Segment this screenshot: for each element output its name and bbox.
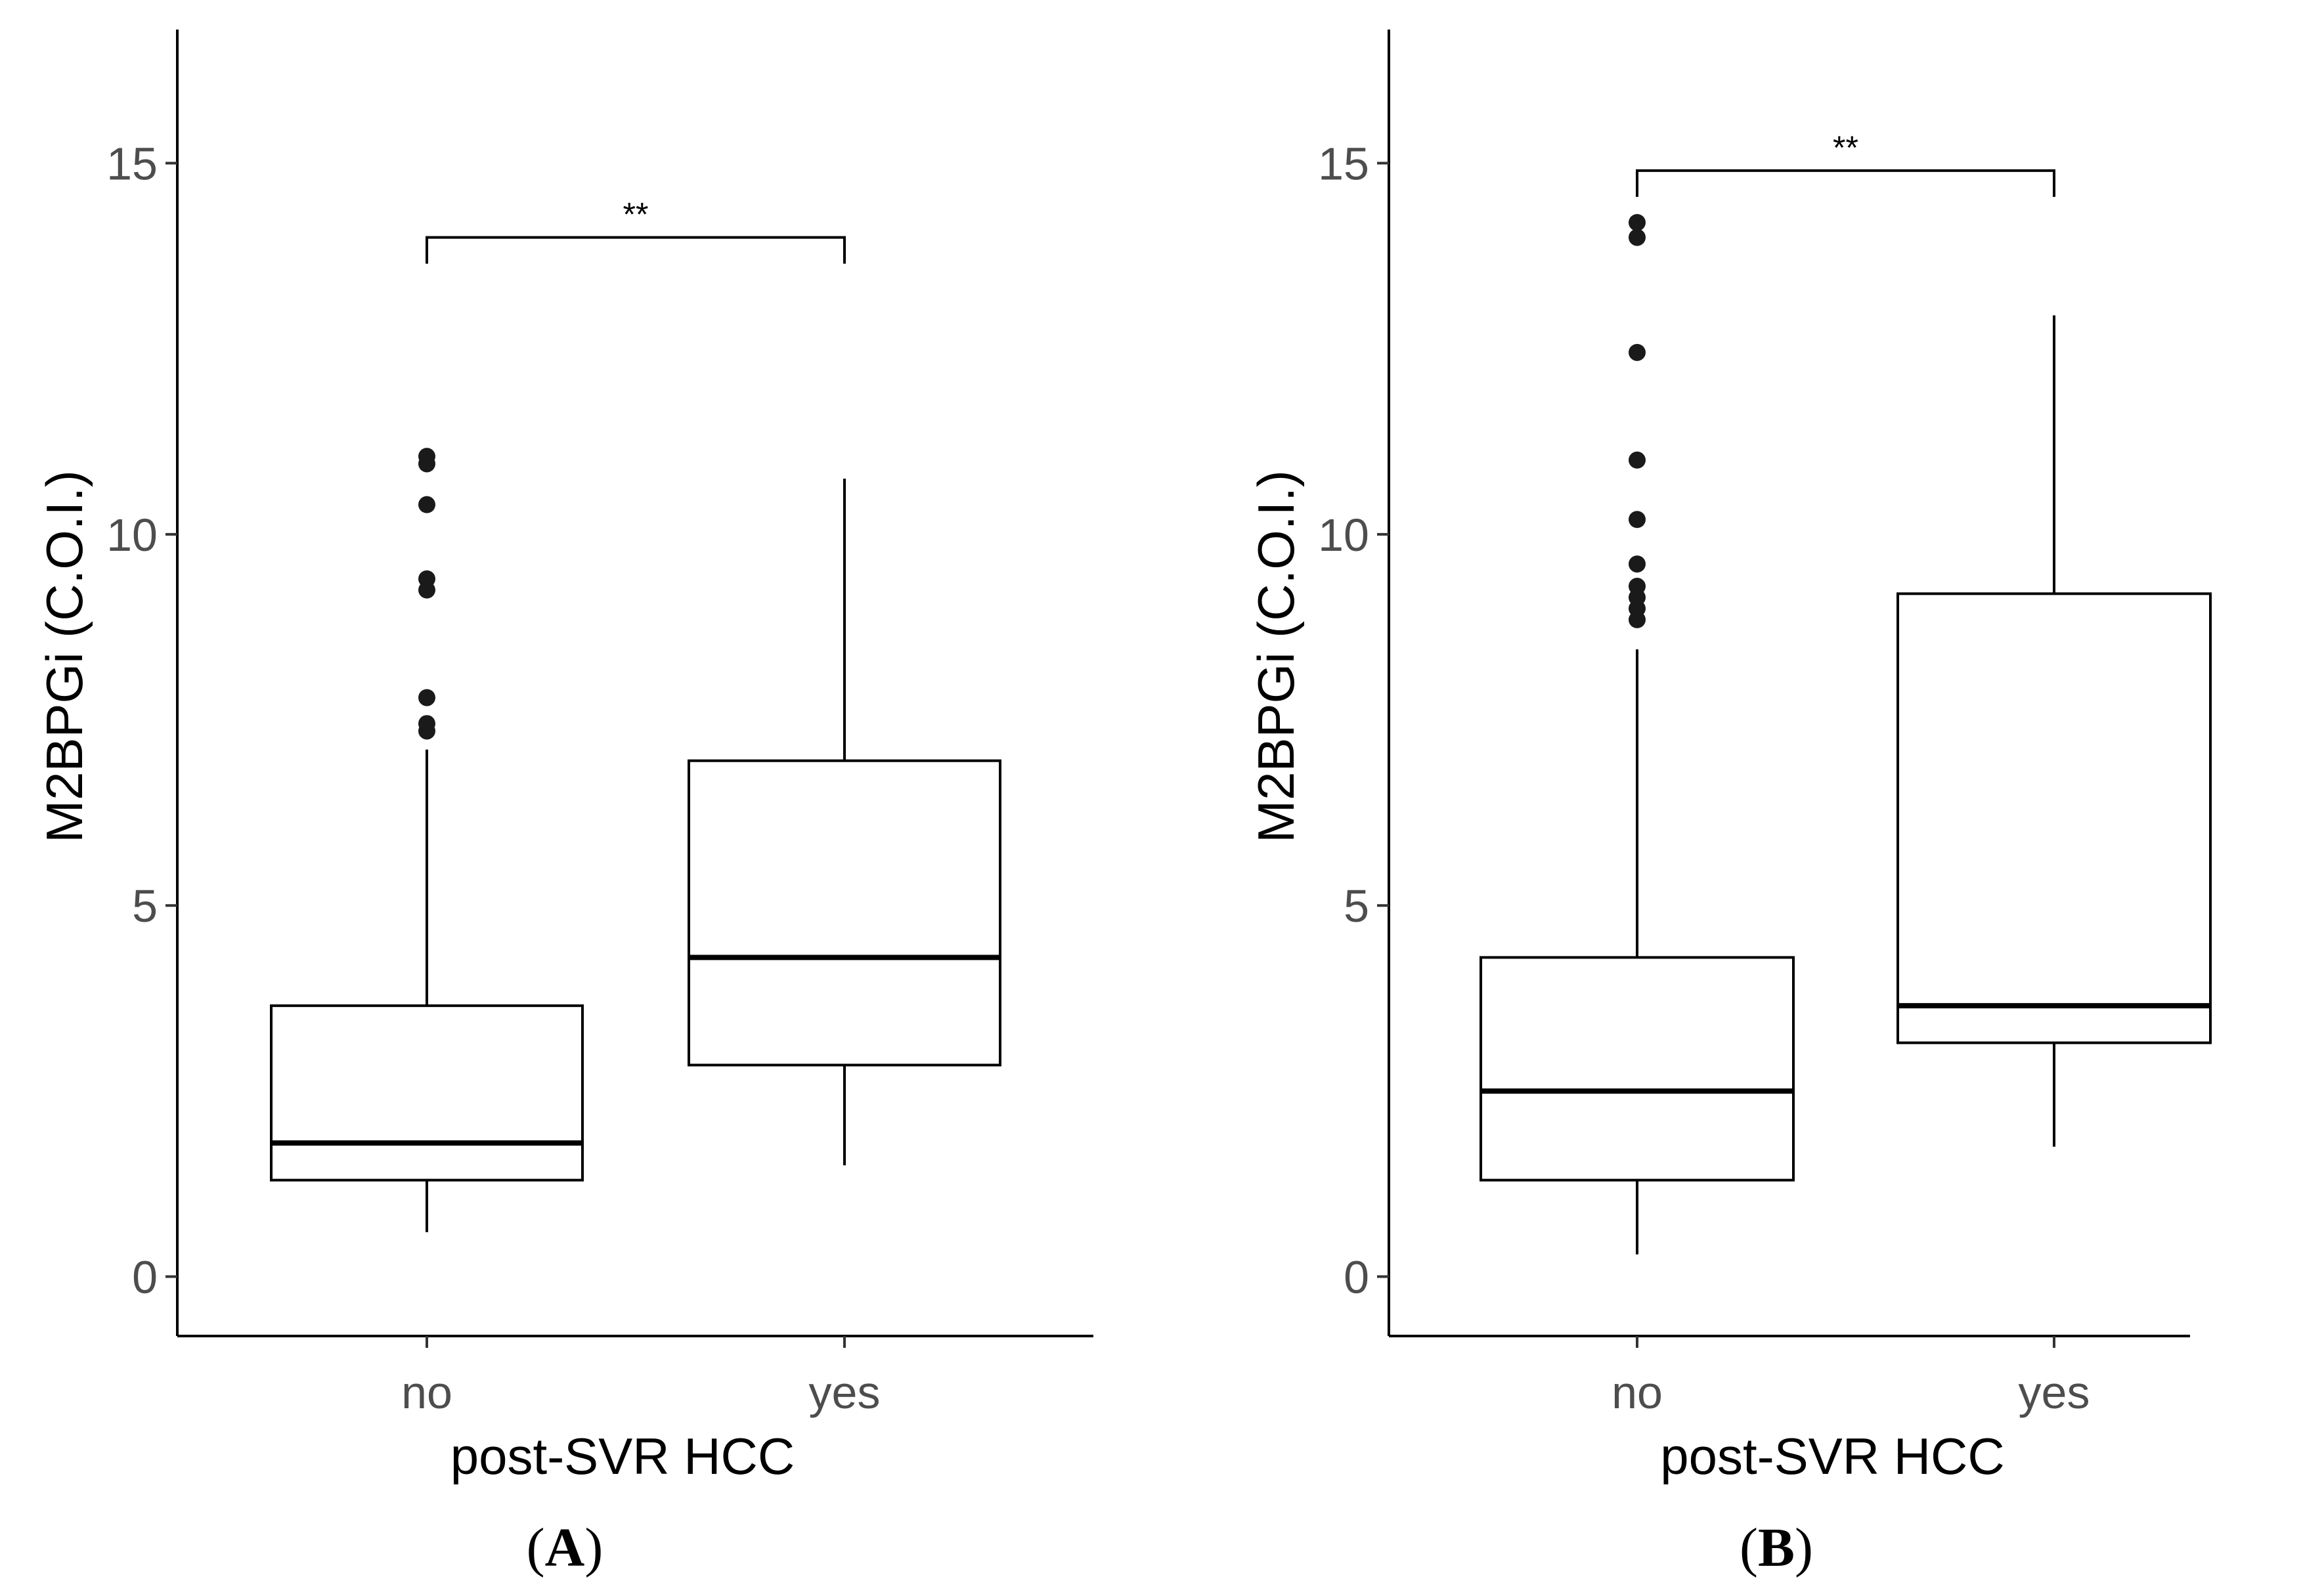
significance-label: ** (623, 196, 649, 233)
outlier-point (1629, 213, 1646, 231)
significance-bracket (1636, 169, 2055, 197)
significance-bracket (426, 236, 846, 264)
y-tick-label: 10 (1318, 509, 1369, 561)
x-tick-label: no (401, 1367, 452, 1418)
y-tick-label: 5 (1344, 880, 1369, 932)
box-yes (1896, 315, 2212, 1147)
x-axis-title: post-SVR HCC (1660, 1427, 2004, 1485)
y-axis-title: M2BPGi (C.O.I.) (1247, 470, 1305, 843)
outlier-point (418, 496, 435, 513)
y-tick-label: 15 (106, 139, 158, 190)
outlier-point (418, 715, 435, 733)
outlier-point (1629, 451, 1646, 469)
x-tick-label: no (1611, 1367, 1663, 1418)
outlier-point (418, 448, 435, 465)
y-tick-label: 0 (132, 1252, 158, 1303)
outlier-point (1629, 343, 1646, 361)
y-tick-label: 10 (106, 509, 158, 561)
panel-caption: (A) (527, 1517, 603, 1578)
x-tick-label: yes (2019, 1367, 2090, 1418)
panel-b: 0 5 10 15 no yes post-SVR HCC M2BPGi (C.O.I.) **… (1247, 30, 2212, 1578)
y-tick-label: 15 (1318, 139, 1369, 190)
y-tick-label: 0 (1344, 1252, 1369, 1303)
y-tick-label: 5 (132, 880, 158, 932)
significance-label: ** (1833, 129, 1858, 166)
iqr-box (688, 759, 1001, 1067)
box-no (270, 448, 584, 1232)
iqr-box (270, 1004, 584, 1182)
outlier-point (418, 570, 435, 588)
x-tick-label: yes (809, 1367, 881, 1418)
outlier-point (1629, 228, 1646, 246)
iqr-box (1896, 592, 2212, 1045)
y-axis-title: M2BPGi (C.O.I.) (35, 470, 93, 843)
panel-caption: (B) (1740, 1517, 1813, 1578)
outlier-point (418, 689, 435, 706)
outlier-point (1629, 555, 1646, 573)
outlier-point (1629, 511, 1646, 528)
x-axis-title: post-SVR HCC (450, 1427, 795, 1485)
iqr-box (1480, 956, 1795, 1182)
box-yes (688, 479, 1001, 1165)
panel-a: 0 5 10 15 no yes post-SVR HCC M2BPGi (C.O.I.) **… (35, 30, 1093, 1578)
outlier-point (1629, 578, 1646, 595)
box-no (1480, 213, 1795, 1255)
